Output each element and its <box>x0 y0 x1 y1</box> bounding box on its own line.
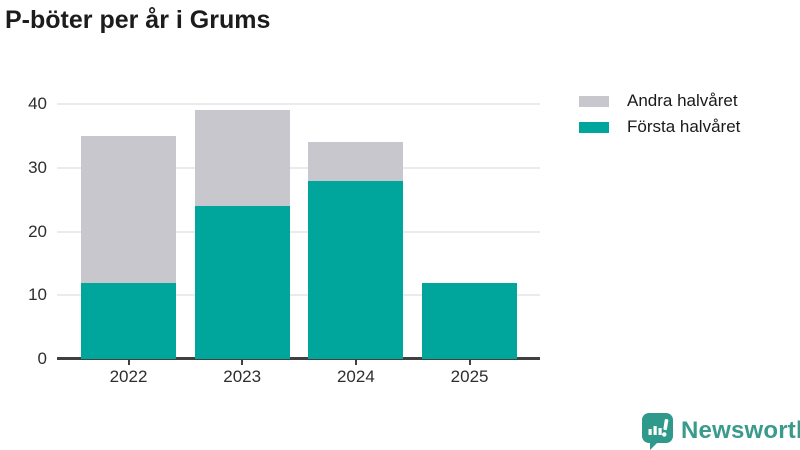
bar-2022-andra <box>81 135 176 283</box>
legend: Andra halvåret Första halvåret <box>579 88 740 140</box>
newsworthy-bubble-chart-icon <box>642 413 673 450</box>
y-axis-label-40: 40 <box>28 94 47 113</box>
bar-2023-första <box>194 206 290 359</box>
gridline-y-30 <box>57 166 540 169</box>
chart-title: P-böter per år i Grums <box>5 6 271 34</box>
y-axis-label-30: 30 <box>28 157 47 177</box>
x-axis-label-2024: 2024 <box>336 367 375 386</box>
legend-item-forsta-halvaret: Första halvåret <box>579 114 740 140</box>
legend-swatch-andra-halvaret <box>579 95 609 107</box>
y-axis-label-0: 0 <box>37 349 47 368</box>
gridline-y-20 <box>57 230 540 233</box>
x-axis-tick-2022 <box>127 359 130 365</box>
bar-2025-första <box>422 282 518 359</box>
x-axis-line <box>57 357 540 360</box>
legend-swatch-forsta-halvaret <box>579 121 609 133</box>
bar-2024-första <box>308 180 404 359</box>
y-axis-label-10: 10 <box>28 285 47 305</box>
newsworthy-logo-text: Newsworthy <box>681 417 800 444</box>
x-axis-tick-2025 <box>468 359 471 365</box>
newsworthy-logo-link[interactable]: Newsworthy <box>641 412 800 450</box>
bar-2024-andra <box>308 142 404 181</box>
x-axis-label-2023: 2023 <box>223 367 262 386</box>
legend-label-forsta-halvaret: Första halvåret <box>627 117 741 136</box>
legend-label-andra-halvaret: Andra halvåret <box>627 91 738 110</box>
x-axis-label-2022: 2022 <box>109 367 148 386</box>
plot-area <box>57 95 540 365</box>
y-axis-label-20: 20 <box>28 221 47 241</box>
x-axis-label-2025: 2025 <box>450 367 489 386</box>
bar-2022-första <box>81 282 176 359</box>
gridline-y-10 <box>57 294 540 297</box>
legend-item-andra-halvaret: Andra halvåret <box>579 88 740 114</box>
x-axis-tick-2024 <box>354 359 357 365</box>
bar-2023-andra <box>194 110 290 206</box>
gridline-y-40 <box>57 103 540 105</box>
x-axis-tick-2023 <box>241 359 244 365</box>
